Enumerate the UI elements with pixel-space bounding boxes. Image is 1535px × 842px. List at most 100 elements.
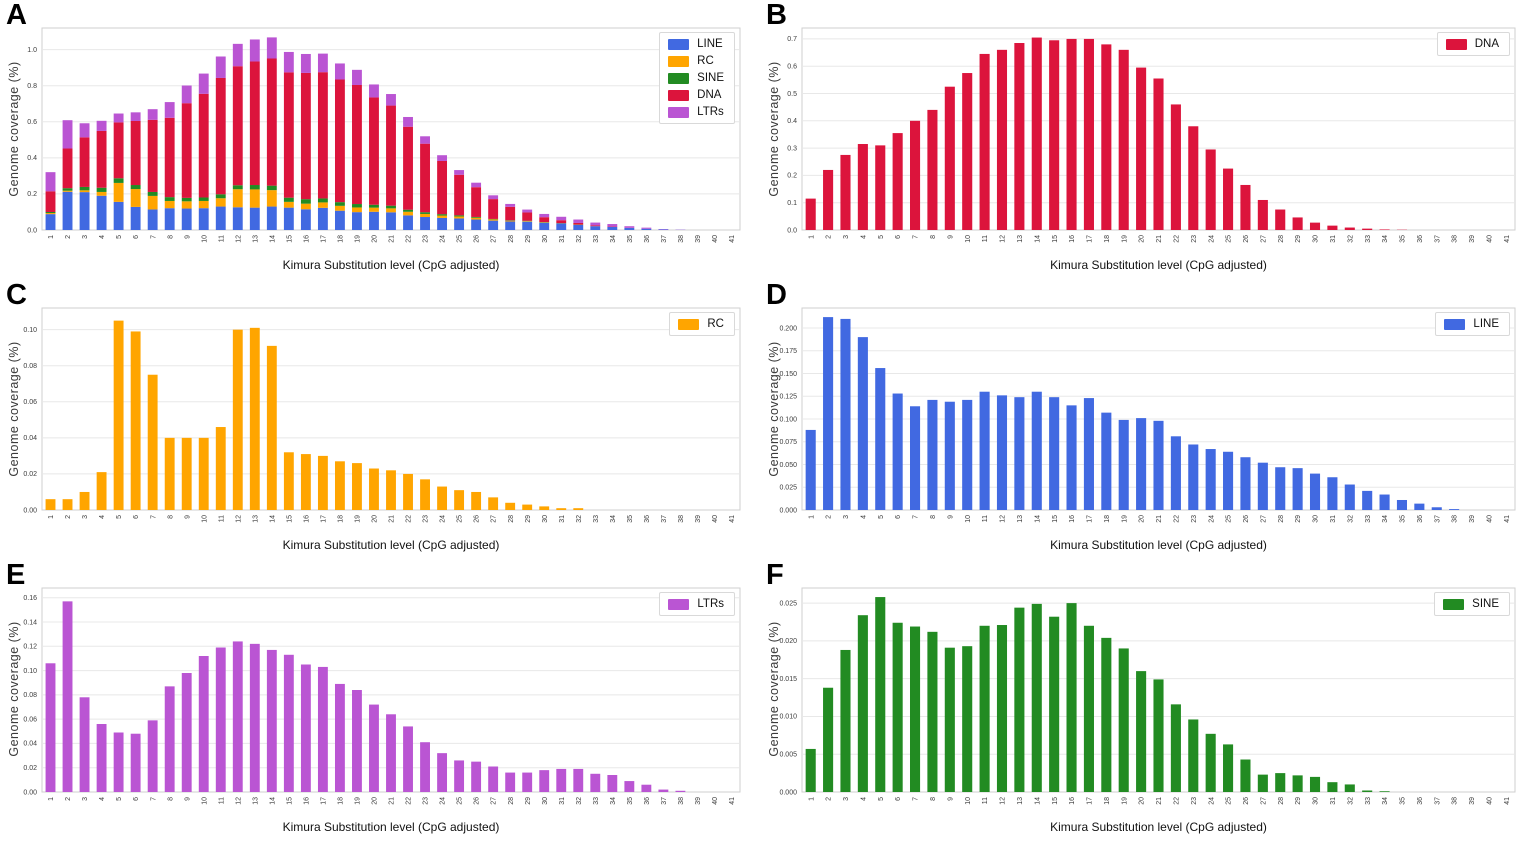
svg-text:29: 29	[1295, 515, 1302, 523]
svg-text:27: 27	[1260, 515, 1267, 523]
legend: DNA	[1436, 32, 1510, 56]
svg-text:21: 21	[1156, 797, 1163, 805]
svg-text:39: 39	[695, 515, 702, 523]
svg-text:41: 41	[1504, 515, 1511, 523]
svg-text:28: 28	[508, 235, 515, 243]
svg-text:0.04: 0.04	[23, 741, 37, 748]
svg-text:28: 28	[1278, 797, 1285, 805]
svg-text:34: 34	[610, 235, 617, 243]
svg-text:13: 13	[1017, 515, 1024, 523]
svg-text:6: 6	[133, 797, 140, 801]
svg-text:41: 41	[729, 235, 736, 243]
legend-item-dna: DNA	[1445, 38, 1499, 50]
svg-text:4: 4	[860, 797, 867, 801]
svg-text:35: 35	[627, 797, 634, 805]
svg-text:2: 2	[65, 515, 72, 519]
svg-text:10: 10	[201, 515, 208, 523]
svg-text:39: 39	[1469, 515, 1476, 523]
svg-text:23: 23	[423, 797, 430, 805]
svg-text:29: 29	[525, 235, 532, 243]
svg-text:9: 9	[947, 515, 954, 519]
svg-text:16: 16	[1069, 235, 1076, 243]
legend-label: DNA	[697, 89, 722, 101]
svg-text:19: 19	[355, 797, 362, 805]
svg-text:15: 15	[1052, 235, 1059, 243]
svg-text:12: 12	[1000, 515, 1007, 523]
svg-text:19: 19	[355, 515, 362, 523]
svg-text:18: 18	[1104, 797, 1111, 805]
svg-text:0.00: 0.00	[23, 507, 37, 514]
svg-text:22: 22	[406, 797, 413, 805]
svg-text:26: 26	[474, 235, 481, 243]
svg-text:3: 3	[82, 235, 89, 239]
legend-item-ltrs: LTRs	[668, 598, 724, 610]
svg-text:17: 17	[1087, 235, 1094, 243]
svg-text:0.06: 0.06	[23, 399, 37, 406]
svg-text:0.0: 0.0	[27, 227, 37, 234]
svg-text:34: 34	[1382, 797, 1389, 805]
legend-swatch-icon	[668, 598, 690, 610]
svg-text:0.08: 0.08	[23, 363, 37, 370]
svg-text:17: 17	[321, 235, 328, 243]
svg-text:40: 40	[712, 797, 719, 805]
legend-label: LTRs	[697, 598, 724, 610]
svg-text:0.04: 0.04	[23, 435, 37, 442]
legend-item-sine: SINE	[668, 72, 724, 84]
svg-text:17: 17	[1087, 515, 1094, 523]
svg-text:39: 39	[695, 235, 702, 243]
svg-text:37: 37	[1434, 797, 1441, 805]
svg-text:24: 24	[440, 797, 447, 805]
bar-chart-line: 0.000 0.025 0.050 0.075 0.100 0.125 0.150 0.175…	[779, 307, 1516, 523]
svg-text:21: 21	[389, 235, 396, 243]
svg-text:20: 20	[372, 235, 379, 243]
legend-label: RC	[707, 318, 724, 330]
legend-label: SINE	[697, 72, 724, 84]
svg-text:38: 38	[1452, 515, 1459, 523]
svg-text:4: 4	[860, 515, 867, 519]
svg-text:10: 10	[965, 515, 972, 523]
svg-text:16: 16	[1069, 797, 1076, 805]
legend-label: SINE	[1472, 598, 1499, 610]
legend-swatch-icon	[1444, 318, 1466, 330]
svg-text:15: 15	[286, 797, 293, 805]
svg-text:26: 26	[474, 515, 481, 523]
svg-text:0.02: 0.02	[23, 765, 37, 772]
svg-text:32: 32	[576, 797, 583, 805]
svg-text:4: 4	[99, 797, 106, 801]
svg-text:26: 26	[474, 797, 481, 805]
svg-text:27: 27	[1260, 797, 1267, 805]
svg-text:35: 35	[627, 235, 634, 243]
svg-text:0.200: 0.200	[779, 325, 797, 332]
svg-text:34: 34	[610, 515, 617, 523]
svg-text:26: 26	[1243, 515, 1250, 523]
svg-text:39: 39	[1469, 797, 1476, 805]
svg-text:20: 20	[1139, 235, 1146, 243]
panel-letter: A	[6, 0, 27, 31]
y-axis-label: Genome coverage (%)	[767, 341, 781, 477]
svg-text:0.2: 0.2	[787, 173, 797, 180]
legend-item-line: LINE	[1444, 318, 1499, 330]
svg-text:2: 2	[826, 235, 833, 239]
svg-text:9: 9	[947, 235, 954, 239]
svg-text:40: 40	[1487, 515, 1494, 523]
svg-text:0.4: 0.4	[787, 118, 797, 125]
svg-text:8: 8	[167, 797, 174, 801]
svg-text:0.150: 0.150	[779, 371, 797, 378]
svg-text:1.0: 1.0	[27, 47, 37, 54]
legend-label: DNA	[1474, 38, 1499, 50]
legend-swatch-icon	[668, 106, 690, 118]
svg-text:40: 40	[712, 515, 719, 523]
svg-text:27: 27	[491, 515, 498, 523]
svg-text:0.020: 0.020	[779, 638, 797, 645]
svg-text:11: 11	[218, 515, 225, 522]
svg-text:1: 1	[808, 515, 815, 519]
legend-item-sine: SINE	[1443, 598, 1499, 610]
svg-text:29: 29	[1295, 235, 1302, 243]
svg-text:14: 14	[269, 235, 276, 243]
svg-text:21: 21	[389, 515, 396, 523]
svg-text:0.10: 0.10	[23, 327, 37, 334]
legend-label: LTRs	[697, 106, 724, 118]
svg-text:25: 25	[457, 797, 464, 805]
svg-text:11: 11	[982, 235, 989, 242]
legend-swatch-icon	[668, 89, 690, 101]
